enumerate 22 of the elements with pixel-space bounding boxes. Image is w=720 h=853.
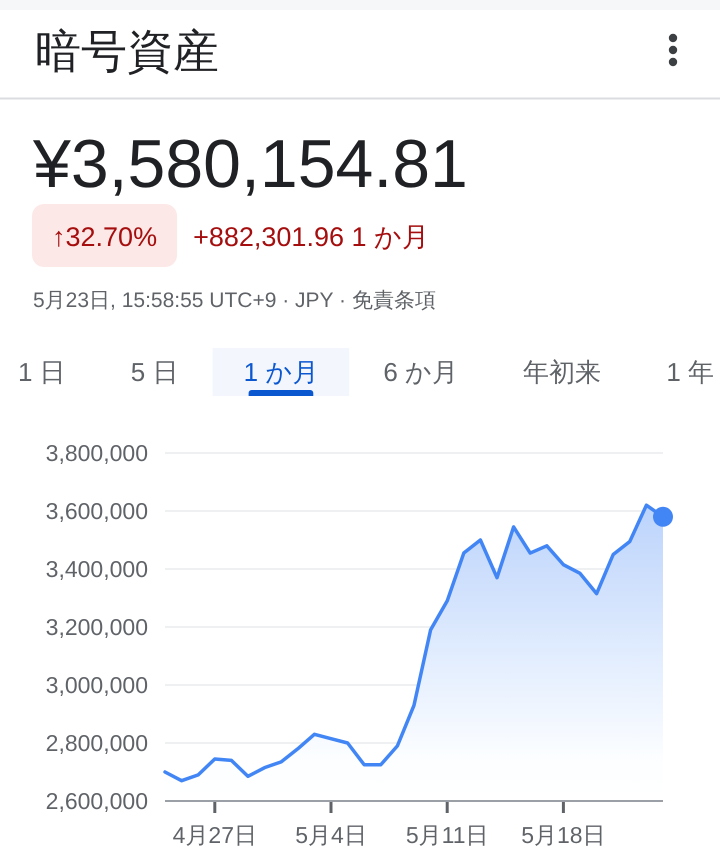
text: 1 か月 bbox=[244, 357, 318, 387]
y-tick-label: 2,600,000 bbox=[46, 788, 148, 814]
y-tick-label: 3,400,000 bbox=[46, 556, 148, 582]
x-tick-label: 4月27日 bbox=[172, 822, 257, 848]
y-tick-label: 2,800,000 bbox=[46, 730, 148, 756]
x-tick-label: 5月18日 bbox=[521, 822, 606, 848]
chart-title: 暗号資産 bbox=[35, 25, 219, 77]
x-tick-label: 5月11日 bbox=[406, 822, 489, 848]
text: 6 か月 bbox=[383, 357, 458, 387]
text: 1 日 bbox=[18, 357, 66, 387]
text: 1 年 bbox=[666, 357, 714, 387]
text: ↑32.70% bbox=[52, 222, 158, 252]
y-tick-label: 3,800,000 bbox=[46, 440, 148, 466]
text: 5月23日, 15:58:55 UTC+9 · JPY · 免責条項 bbox=[33, 289, 436, 312]
text: 5 日 bbox=[130, 357, 178, 387]
y-tick-label: 3,600,000 bbox=[46, 498, 148, 524]
text: +882,301.96 1 か月 bbox=[193, 222, 429, 252]
chart-subtitle: ¥3,580,154.81 bbox=[32, 126, 468, 202]
text: 年初来 bbox=[523, 357, 602, 387]
x-tick-label: 5月4日 bbox=[295, 822, 367, 848]
y-tick-label: 3,200,000 bbox=[46, 614, 148, 640]
y-tick-label: 3,000,000 bbox=[46, 672, 148, 698]
